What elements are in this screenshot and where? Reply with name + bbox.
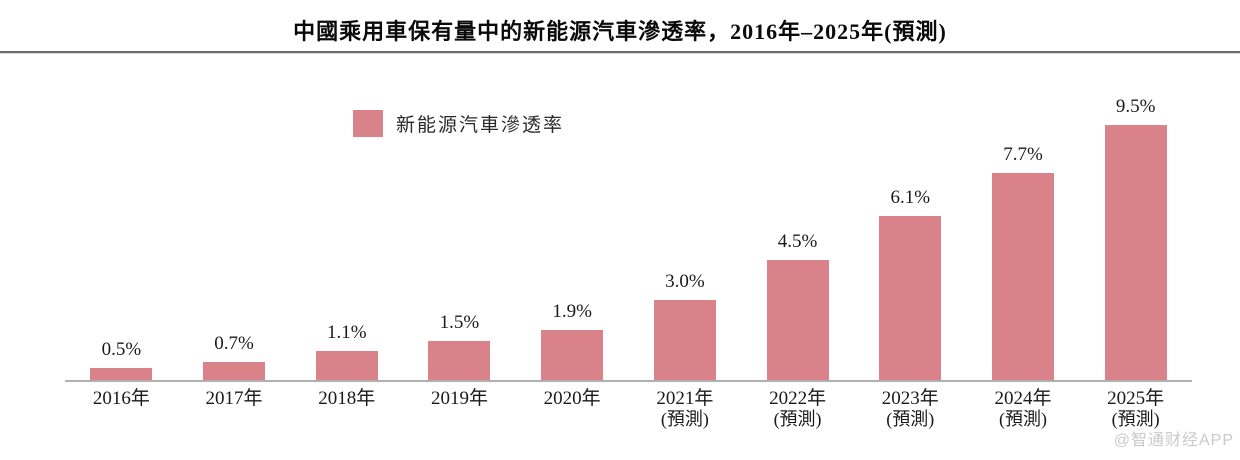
- x-axis-year: 2019年: [430, 388, 488, 409]
- bar-column: 4.5%: [741, 230, 854, 381]
- x-axis-year: 2023年: [881, 388, 939, 409]
- bar: [653, 300, 716, 381]
- bar-value-label: 9.5%: [1115, 95, 1156, 117]
- legend-label: 新能源汽車滲透率: [396, 115, 565, 136]
- x-axis-label: 2023年 (預測): [854, 388, 967, 430]
- watermark: @智通财经APP: [1113, 432, 1234, 449]
- x-axis-year: 2022年: [769, 388, 827, 409]
- bar: [428, 340, 491, 381]
- bar: [766, 259, 829, 381]
- bar-value-label: 1.9%: [552, 300, 592, 322]
- bar-column: 3.0%: [629, 271, 742, 381]
- x-axis-forecast-note: (預測): [660, 409, 709, 429]
- x-axis-label: 2020年: [516, 388, 629, 430]
- x-axis-forecast-note: (預測): [886, 409, 935, 429]
- bar-column: 0.7%: [178, 333, 291, 381]
- title-divider: [0, 51, 1240, 54]
- bar-column: 1.5%: [403, 311, 516, 381]
- x-axis-label: 2021年 (預測): [629, 388, 742, 430]
- x-axis-labels: 2016年 2017年 2018年 2019年 2020年 2021年 (預測) 2022年(…: [65, 388, 1192, 430]
- x-axis-year: 2021年: [656, 388, 714, 409]
- x-axis-label: 2016年: [65, 388, 178, 430]
- x-axis-year: 2025年: [1107, 388, 1165, 409]
- bar-series: 0.5% 0.7% 1.1% 1.5% 1.9% 3.0% 4.5% 6.1% 7.7% 9.5%: [65, 95, 1192, 381]
- x-axis-forecast-note: (預測): [773, 409, 822, 429]
- chart-title: 中國乘用車保有量中的新能源汽車滲透率，2016年–2025年(預測): [293, 19, 947, 44]
- x-axis-year: 2016年: [92, 388, 150, 409]
- bar: [203, 362, 266, 381]
- x-axis-label: 2019年: [403, 388, 516, 430]
- bar-value-label: 1.5%: [439, 311, 480, 333]
- bar-value-label: 4.5%: [777, 230, 818, 252]
- bar-value-label: 0.5%: [101, 338, 142, 360]
- x-axis-label: 2025年 (預測): [1079, 388, 1192, 430]
- x-axis-year: 2024年: [994, 388, 1052, 409]
- bar: [879, 216, 942, 381]
- bar-column: 9.5%: [1079, 95, 1192, 381]
- x-axis-forecast-note: (預測): [998, 409, 1047, 429]
- x-axis-year: 2017年: [205, 388, 263, 409]
- bar: [541, 329, 604, 381]
- x-axis-year: 2018年: [318, 388, 376, 409]
- bar-column: 1.9%: [516, 301, 629, 381]
- bar-column: 7.7%: [967, 144, 1080, 381]
- bar: [1104, 124, 1167, 381]
- x-axis-line: [65, 380, 1192, 382]
- bar: [90, 367, 153, 381]
- x-axis-forecast-note: (預測): [1111, 409, 1160, 429]
- x-axis-year: 2020年: [543, 388, 601, 409]
- bar-column: 0.5%: [65, 338, 178, 381]
- x-axis-label: 2024年 (預測): [967, 388, 1080, 430]
- x-axis-label: 2017年: [178, 388, 291, 430]
- bar-value-label: 6.1%: [890, 187, 931, 209]
- bar-value-label: 3.0%: [665, 271, 705, 292]
- chart-legend: 新能源汽車滲透率: [353, 110, 564, 137]
- legend-swatch: [353, 110, 383, 137]
- bar-value-label: 1.1%: [326, 322, 367, 344]
- bar: [315, 351, 378, 381]
- bar-column: 1.1%: [290, 322, 403, 381]
- x-axis-label: 2018年: [290, 388, 403, 430]
- bar: [991, 173, 1054, 381]
- bar-value-label: 7.7%: [1003, 144, 1043, 166]
- bar-value-label: 0.7%: [214, 333, 254, 355]
- bar-column: 6.1%: [854, 187, 967, 381]
- x-axis-label: 2022年 (預測): [741, 388, 854, 430]
